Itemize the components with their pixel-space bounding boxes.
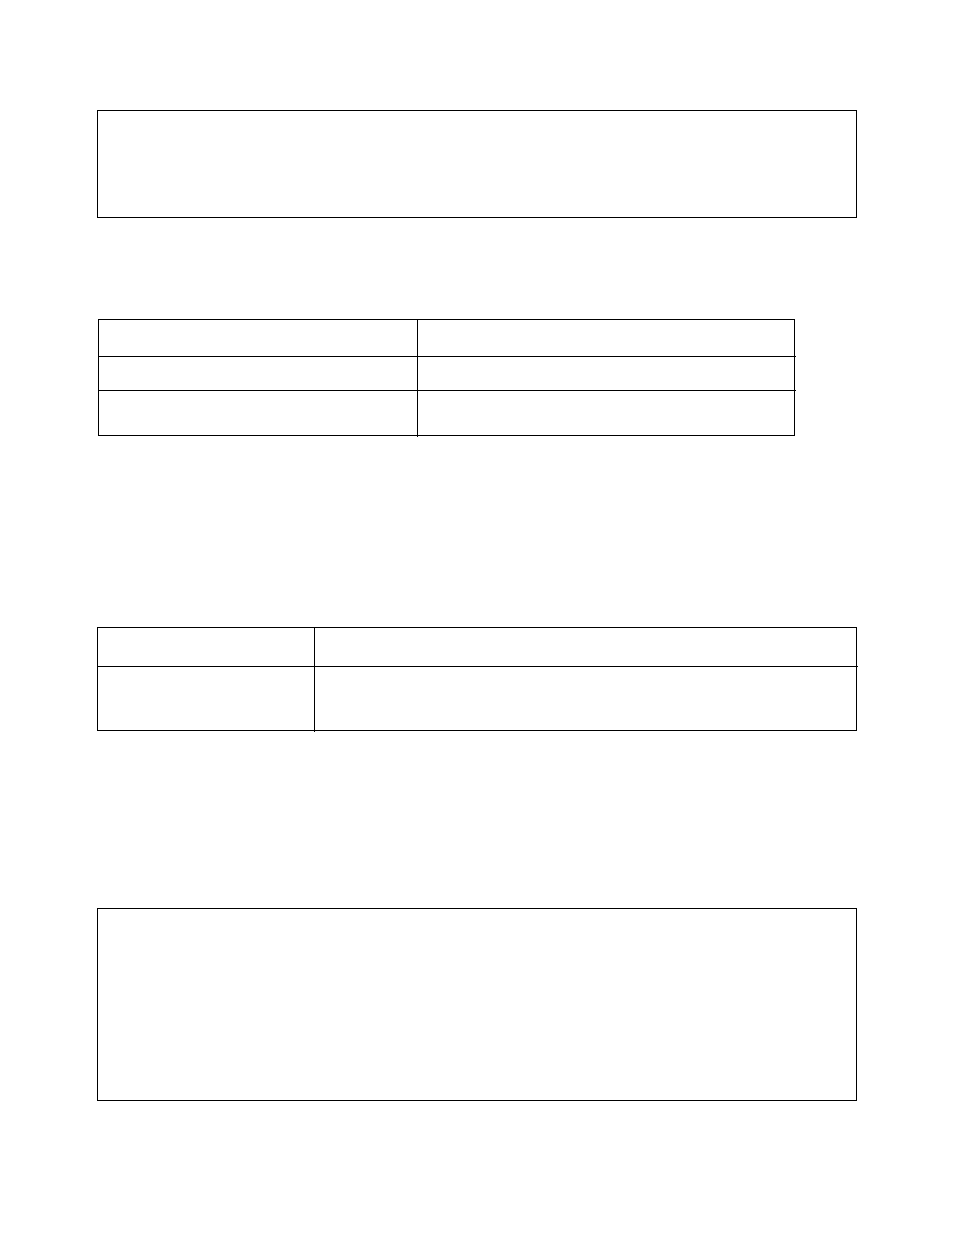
table-2-col-divider xyxy=(314,628,315,732)
top-box xyxy=(97,110,857,218)
table-1-col-divider xyxy=(417,320,418,437)
document-page xyxy=(0,0,954,1235)
table-2 xyxy=(97,627,857,731)
table-2-row-divider xyxy=(98,666,858,667)
table-1 xyxy=(98,319,795,436)
bottom-box xyxy=(97,908,857,1101)
table-1-row-divider-1 xyxy=(99,356,796,357)
table-1-row-divider-2 xyxy=(99,390,796,391)
